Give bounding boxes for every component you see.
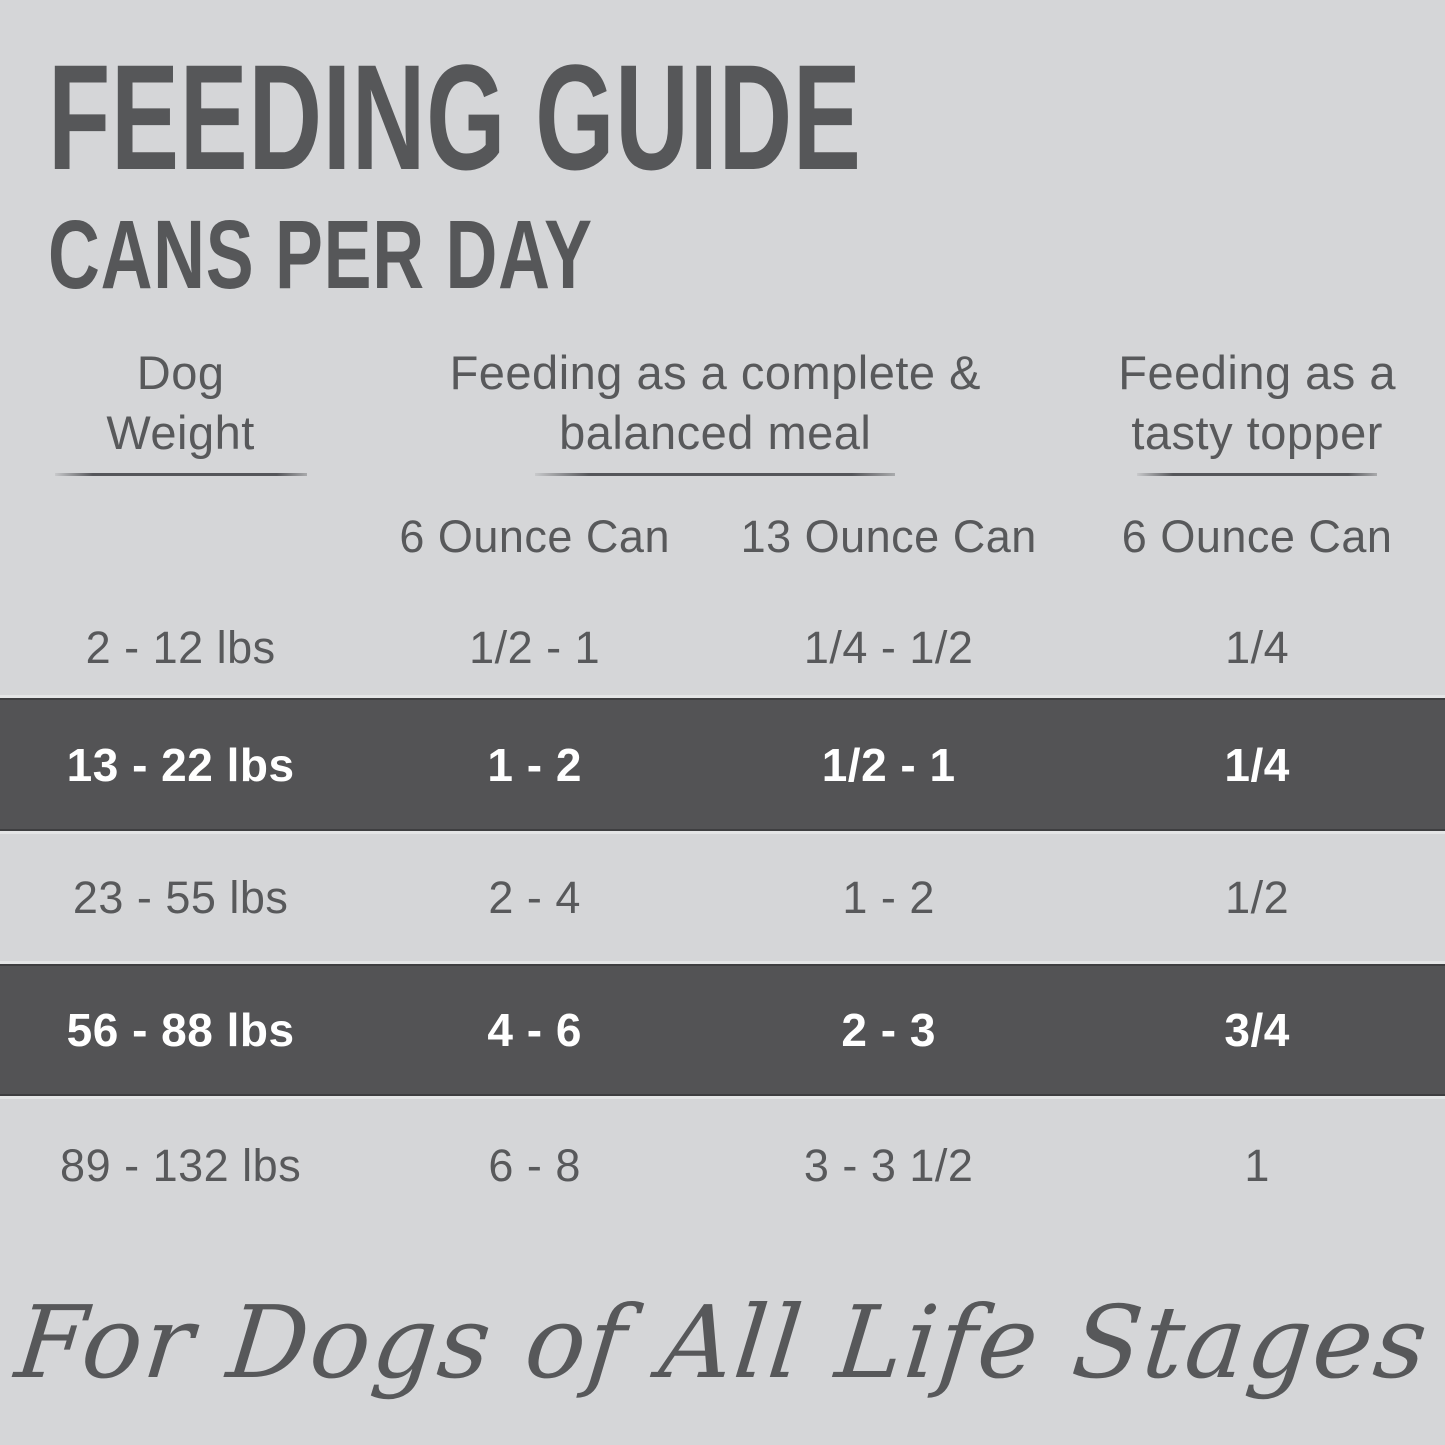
cell-6oz-amount: 2 - 4 <box>488 871 581 923</box>
cell-topper-amount: 1 <box>1244 1140 1270 1192</box>
cell-6oz-amount: 6 - 8 <box>488 1140 581 1192</box>
cell-dog-weight: 89 - 132 lbs <box>60 1140 302 1192</box>
cell-13oz-amount: 2 - 3 <box>841 1004 936 1057</box>
table-row: 23 - 55 lbs 2 - 4 1 - 2 1/2 <box>0 831 1445 964</box>
cell-topper-amount: 3/4 <box>1224 1004 1290 1057</box>
column-header-underline <box>1137 473 1378 477</box>
cell-topper-amount: 1/2 <box>1225 871 1290 923</box>
cell-13oz-amount: 1/4 - 1/2 <box>803 622 974 674</box>
cell-dog-weight: 23 - 55 lbs <box>72 871 289 923</box>
column-header-line: Feeding as a <box>1118 346 1397 399</box>
cell-13oz-amount: 1 - 2 <box>842 871 935 923</box>
cell-topper-amount: 1/4 <box>1225 622 1290 674</box>
table-row-highlighted: 56 - 88 lbs 4 - 6 2 - 3 3/4 <box>0 964 1445 1097</box>
column-header-complete-meal: Feeding as a complete & balanced meal <box>361 343 1069 477</box>
table-body: 2 - 12 lbs 1/2 - 1 1/4 - 1/2 1/4 13 - 22… <box>0 598 1445 1236</box>
column-header-line: tasty topper <box>1131 406 1383 460</box>
footer-tagline: For Dogs of All Life Stages <box>10 1284 1435 1402</box>
table-subheaders: 6 Ounce Can 13 Ounce Can 6 Ounce Can <box>0 512 1445 562</box>
cell-13oz-amount: 3 - 3 1/2 <box>803 1140 974 1192</box>
cell-dog-weight: 2 - 12 lbs <box>85 622 276 674</box>
cell-dog-weight: 56 - 88 lbs <box>66 1004 295 1057</box>
table-row: 2 - 12 lbs 1/2 - 1 1/4 - 1/2 1/4 <box>0 598 1445 698</box>
feeding-table: Dog Weight Feeding as a complete & balan… <box>0 343 1445 1236</box>
column-header-underline <box>535 473 896 477</box>
column-header-line: Weight <box>106 406 255 460</box>
table-row-highlighted: 13 - 22 lbs 1 - 2 1/2 - 1 1/4 <box>0 698 1445 832</box>
column-header-line: Feeding as a complete & <box>449 346 981 399</box>
column-header-underline <box>54 473 307 477</box>
page-title: FEEDING GUIDE <box>48 33 862 201</box>
cell-topper-amount: 1/4 <box>1224 738 1290 791</box>
cell-6oz-amount: 1/2 - 1 <box>469 622 601 674</box>
subheader-6oz-can: 6 Ounce Can <box>399 511 670 563</box>
cell-13oz-amount: 1/2 - 1 <box>821 738 956 791</box>
subheader-topper-6oz-can: 6 Ounce Can <box>1121 511 1393 563</box>
column-header-dog-weight: Dog Weight <box>0 343 361 477</box>
page-subtitle: CANS PER DAY <box>48 200 593 309</box>
cell-dog-weight: 13 - 22 lbs <box>66 738 295 791</box>
cell-6oz-amount: 1 - 2 <box>487 738 582 791</box>
column-header-tasty-topper: Feeding as a tasty topper <box>1069 343 1445 477</box>
column-header-line: Dog <box>136 346 225 399</box>
column-header-line: balanced meal <box>559 406 872 460</box>
cell-6oz-amount: 4 - 6 <box>487 1004 582 1057</box>
table-row: 89 - 132 lbs 6 - 8 3 - 3 1/2 1 <box>0 1096 1445 1236</box>
subheader-empty <box>0 512 361 562</box>
table-column-group-headers: Dog Weight Feeding as a complete & balan… <box>0 343 1445 477</box>
subheader-13oz-can: 13 Ounce Can <box>740 511 1037 563</box>
